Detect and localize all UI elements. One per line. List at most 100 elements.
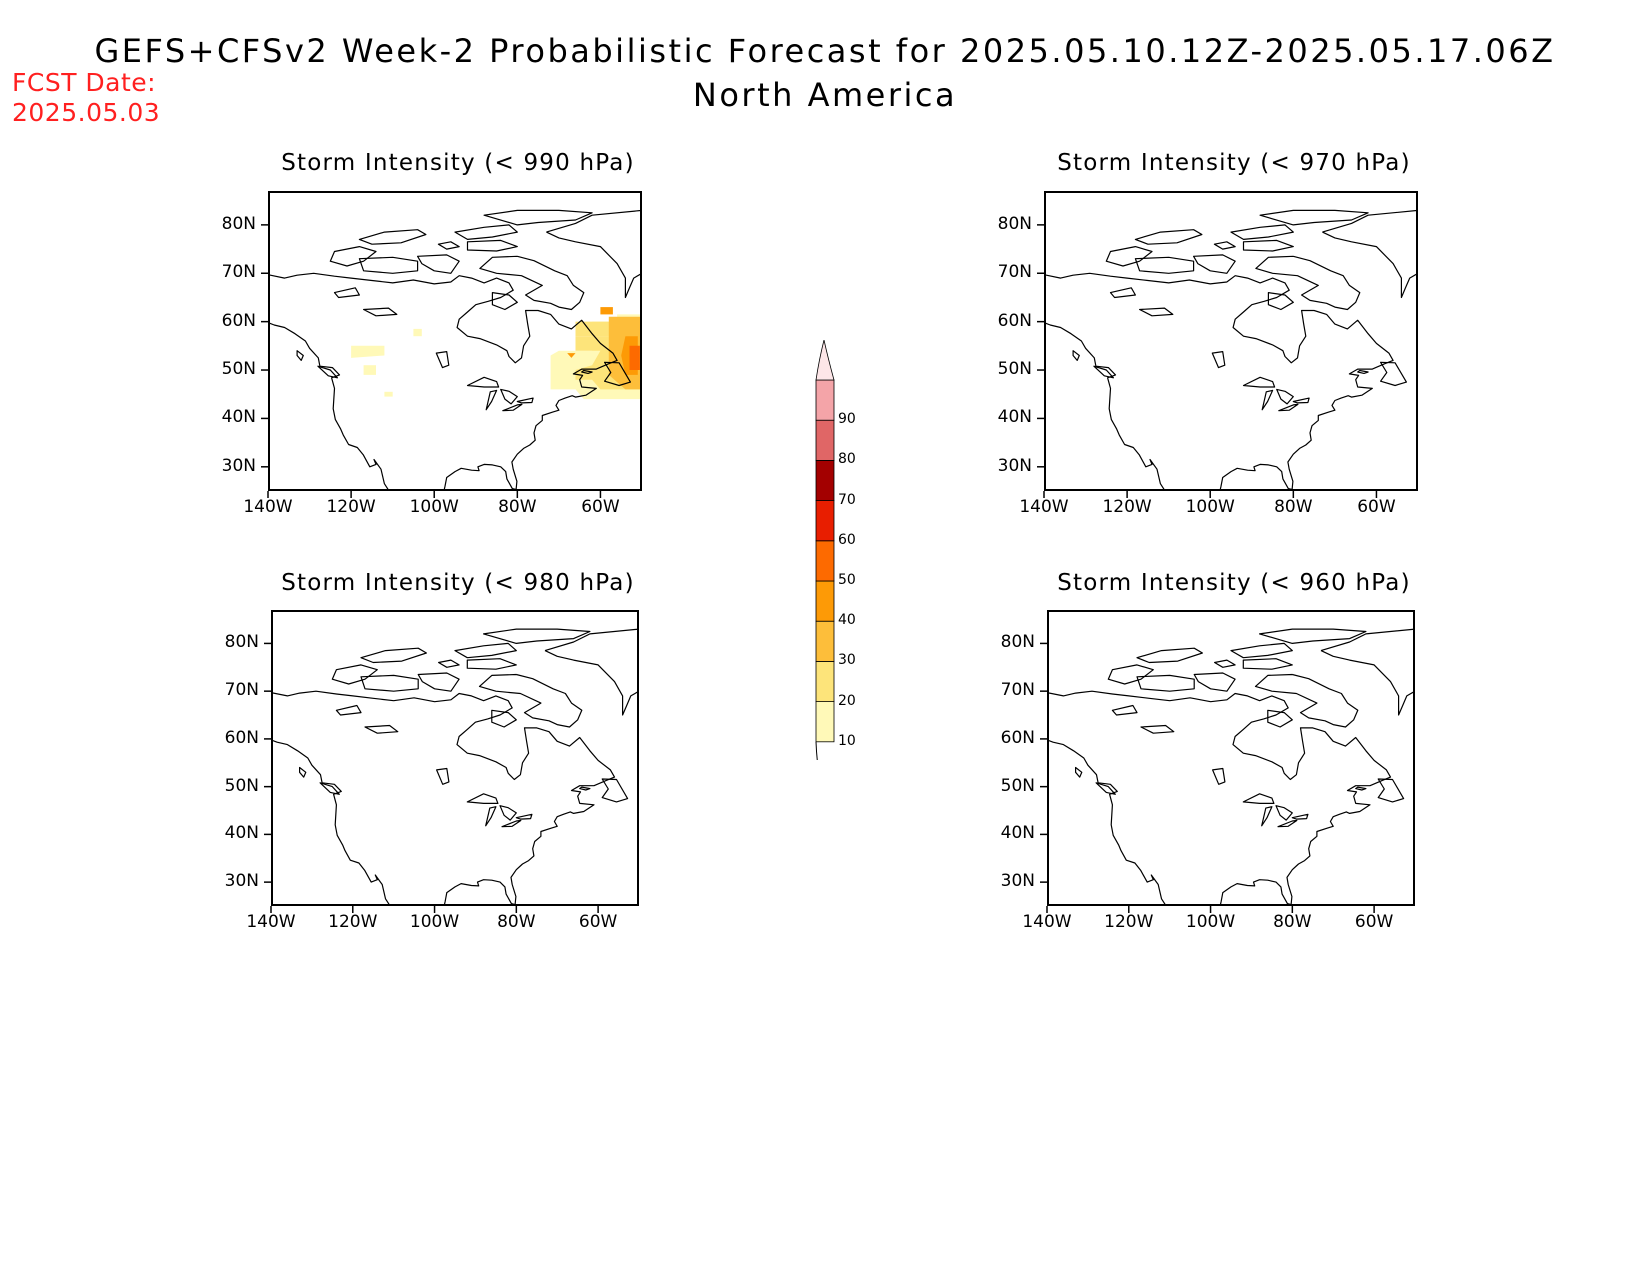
- lat-tick-label: 40N: [1000, 823, 1035, 844]
- colorbar-segment-7: [815, 419, 835, 461]
- probability-shade-1: [363, 365, 376, 375]
- coastline-island: [417, 254, 460, 274]
- lon-tick-label: 80W: [1273, 912, 1312, 932]
- lake-outline: [501, 819, 522, 828]
- lake-outline: [485, 389, 498, 411]
- lake-outline: [1276, 388, 1294, 405]
- coastline-greenland: [1320, 628, 1415, 716]
- colorbar-level-label: 60: [838, 531, 856, 548]
- lon-tick-label: 100W: [1185, 497, 1235, 517]
- lake-outline: [1212, 767, 1226, 785]
- lon-tick-label: 60W: [1354, 912, 1394, 932]
- coastline-island: [1259, 628, 1367, 645]
- lon-tick-label: 140W: [246, 912, 296, 932]
- coastline-island: [296, 350, 304, 361]
- coastline-island: [1242, 658, 1293, 670]
- coastline-baffin: [1254, 673, 1359, 728]
- coastline-island: [601, 778, 629, 803]
- lat-tick-label: 70N: [221, 262, 256, 283]
- coastline-island: [466, 658, 517, 670]
- lake-outline: [1140, 724, 1175, 734]
- lon-tick-label: 60W: [581, 497, 620, 517]
- coastline-island: [329, 245, 377, 267]
- fcst-date-label: FCST Date:: [12, 68, 157, 97]
- coastline-mainland: [271, 690, 616, 906]
- lat-tick-label: 60N: [997, 310, 1032, 331]
- lake-outline: [364, 724, 399, 734]
- colorbar-level-label: 20: [838, 692, 856, 709]
- coastline-greenland: [1322, 209, 1418, 299]
- lake-outline: [335, 704, 362, 716]
- coastline-greenland: [544, 628, 639, 716]
- lake-outline: [500, 388, 518, 405]
- coastline-island: [483, 628, 591, 645]
- lake-outline: [1275, 805, 1293, 821]
- lon-tick-label: 80W: [497, 912, 536, 932]
- lake-outline: [1278, 403, 1299, 412]
- lake-outline: [1242, 793, 1275, 804]
- lat-tick-label: 70N: [224, 680, 259, 701]
- colorbar-segment-1: [815, 660, 835, 702]
- panel-960-title: Storm Intensity (< 960 hPa): [1057, 570, 1411, 596]
- lake-outline: [516, 397, 534, 404]
- lake-outline: [1291, 813, 1309, 820]
- lake-outline: [362, 307, 398, 317]
- map-subtitle: North America: [692, 76, 958, 114]
- lake-outline: [1261, 389, 1274, 411]
- fcst-date-value: 2025.05.03: [12, 98, 161, 127]
- lat-tick-label: 30N: [997, 455, 1032, 476]
- coastline-mainland: [1047, 690, 1392, 906]
- coastline-island: [491, 709, 517, 728]
- colorbar-level-label: 30: [838, 652, 856, 669]
- lat-tick-label: 80N: [1000, 632, 1035, 653]
- coastline-baffin: [1255, 255, 1361, 311]
- axis-ticks: [264, 642, 599, 913]
- coastline-island: [438, 659, 460, 668]
- colorbar-level-label: 10: [838, 732, 856, 749]
- coastline-island: [1136, 674, 1195, 692]
- lat-tick-label: 30N: [221, 455, 256, 476]
- probability-shade-3: [413, 328, 422, 337]
- coastline-island: [358, 256, 419, 274]
- axis-ticks: [1037, 224, 1378, 498]
- lake-outline: [1109, 287, 1137, 299]
- coastline-island: [358, 229, 427, 245]
- lat-tick-label: 60N: [1000, 727, 1035, 748]
- coastline-island: [466, 239, 518, 252]
- coastline-island: [1136, 647, 1203, 664]
- coastline-island: [417, 672, 460, 692]
- lon-tick-label: 120W: [1102, 497, 1152, 517]
- panel-990-svg: [268, 191, 642, 491]
- panel-980-map: [271, 610, 639, 910]
- lon-tick-label: 60W: [578, 912, 618, 932]
- coastline-island: [1230, 642, 1293, 659]
- panel-970-map: [1044, 191, 1418, 495]
- coastline-island: [1134, 229, 1203, 245]
- lat-tick-label: 70N: [1000, 680, 1035, 701]
- colorbar-segment-6: [815, 460, 835, 502]
- colorbar-segment-8: [815, 379, 835, 421]
- lake-outline: [1277, 819, 1298, 828]
- colorbar-level-label: 90: [838, 411, 856, 428]
- coastline-island: [1134, 256, 1195, 274]
- coastline-island: [1107, 664, 1154, 685]
- panel-970-svg: [1044, 191, 1418, 491]
- coastline-island: [1075, 766, 1083, 778]
- lon-tick-label: 80W: [1274, 497, 1313, 517]
- coastline-island: [1267, 291, 1294, 311]
- panel-980-title: Storm Intensity (< 980 hPa): [281, 570, 635, 596]
- lon-tick-label: 100W: [409, 497, 459, 517]
- panel-960-map: [1047, 610, 1415, 910]
- lake-outline: [1242, 376, 1276, 388]
- coastline-island: [491, 291, 518, 311]
- probability-shade-11: [567, 353, 576, 358]
- map-title: GEFS+CFSv2 Week-2 Probabilistic Forecast…: [94, 32, 1556, 70]
- coastline-island: [1213, 241, 1236, 250]
- lat-tick-label: 80N: [221, 213, 256, 234]
- panel-980-svg: [271, 610, 639, 906]
- lat-tick-label: 50N: [224, 775, 259, 796]
- lake-outline: [436, 767, 450, 785]
- coastline-island: [360, 674, 419, 692]
- lon-tick-label: 80W: [498, 497, 537, 517]
- coastline-island: [1105, 245, 1153, 267]
